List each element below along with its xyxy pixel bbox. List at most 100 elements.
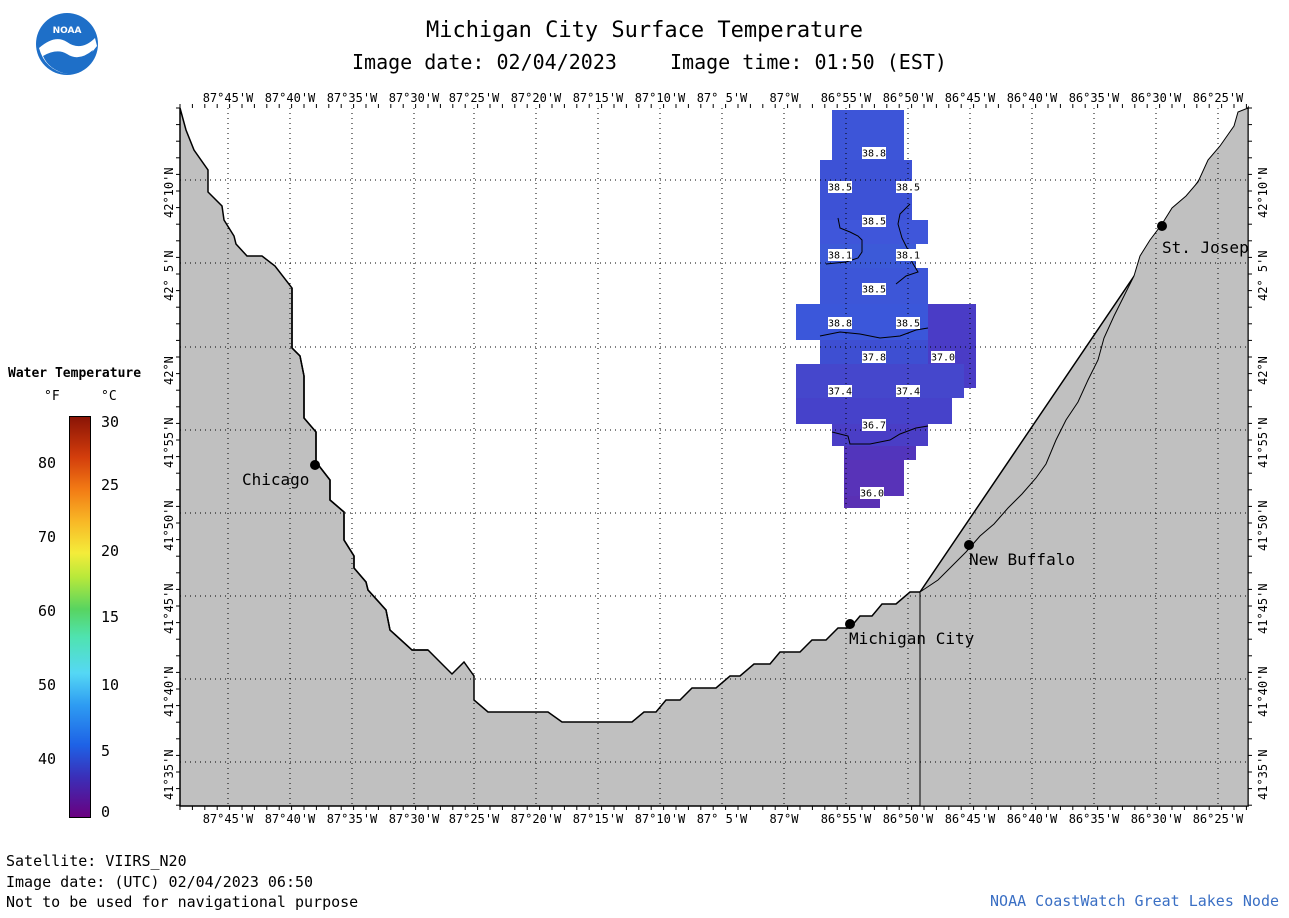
legend-f-tick: 40 [38, 750, 57, 768]
latitude-label: 42° 5'N [1256, 250, 1270, 301]
longitude-label: 87°W [769, 812, 799, 826]
city-label-st-joseph: St. Josep [1162, 238, 1249, 257]
latitude-label: 41°35'N [162, 749, 176, 800]
latitude-label: 41°50'N [1256, 500, 1270, 551]
temperature-label-box [828, 181, 852, 193]
latitude-label: 41°35'N [1256, 749, 1270, 800]
longitude-label: 87°15'W [572, 812, 624, 826]
latitude-label: 41°45'N [1256, 583, 1270, 634]
utc-image-date: Image date: (UTC) 02/04/2023 06:50 [6, 873, 314, 891]
city-label-new-buffalo: New Buffalo [969, 550, 1075, 569]
longitude-label: 87°20'W [510, 91, 562, 105]
graticule [180, 108, 1248, 806]
latitude-label: 41°55'N [162, 417, 176, 468]
city-marker-michigan-city [845, 619, 855, 629]
latitude-label: 41°40'N [1256, 666, 1270, 717]
longitude-label: 86°40'W [1006, 812, 1058, 826]
city-label-chicago: Chicago [242, 470, 310, 489]
longitude-label: 87°10'W [634, 91, 686, 105]
longitude-label: 87°25'W [448, 812, 500, 826]
latitude-label: 42°N [1256, 356, 1270, 385]
longitude-label: 87°35'W [326, 91, 378, 105]
image-date: Image date: 02/04/2023 [352, 50, 617, 74]
temperature-label: 36.7 [862, 421, 886, 432]
city-label-michigan-city: Michigan City [849, 629, 975, 648]
temperature-label-box [896, 181, 920, 193]
noaa-logo: NOAA [36, 13, 98, 75]
temperature-colorbar [69, 416, 91, 818]
longitude-label: 87°15'W [572, 91, 624, 105]
legend-c-tick: 0 [101, 803, 111, 821]
legend-c-tick: 20 [101, 542, 120, 560]
latitude-label: 41°50'N [162, 500, 176, 551]
longitude-label: 86°35'W [1068, 91, 1120, 105]
temperature-label: 38.1 [896, 251, 920, 262]
temperature-label-box [931, 351, 955, 363]
satellite-info: Satellite: VIIRS_N20 [6, 852, 187, 870]
legend-title: Water Temperature [8, 366, 142, 381]
longitude-label: 86°55'W [820, 91, 872, 105]
latitude-label: 42°10'N [162, 167, 176, 218]
legend-f-tick: 50 [38, 676, 57, 694]
temperature-label: 38.8 [862, 149, 886, 160]
temperature-label: 38.5 [896, 183, 920, 194]
temperature-label: 37.4 [828, 387, 852, 398]
temperature-label-box [860, 487, 884, 499]
longitude-label: 86°50'W [882, 812, 934, 826]
city-marker-st-joseph [1157, 221, 1167, 231]
temperature-label: 38.5 [862, 217, 886, 228]
land-east [919, 107, 1249, 807]
latitude-label: 42°10'N [1256, 167, 1270, 218]
city-marker-chicago [310, 460, 320, 470]
latitude-label: 42°N [162, 356, 176, 385]
temperature-label-box [862, 419, 886, 431]
temperature-label: 38.5 [862, 285, 886, 296]
legend-f-tick: 80 [38, 454, 57, 472]
temperature-label: 38.5 [828, 183, 852, 194]
map-title: Michigan City Surface Temperature [425, 18, 864, 43]
longitude-label: 87°25'W [448, 91, 500, 105]
longitude-label: 86°35'W [1068, 812, 1120, 826]
temperature-label-box [828, 317, 852, 329]
latitude-label: 41°40'N [162, 666, 176, 717]
temperature-label: 38.8 [828, 319, 852, 330]
temperature-value-labels: 38.8 38.5 38.5 38.5 38.1 38.1 38.5 38.8 38.5 37.8… [828, 147, 955, 500]
frame-ticks [176, 104, 1252, 810]
longitude-label: 86°25'W [1192, 91, 1244, 105]
temperature-label-box [862, 147, 886, 159]
temperature-label-box [862, 283, 886, 295]
west-shoreline [291, 288, 428, 651]
image-time: Image time: 01:50 (EST) [670, 50, 947, 74]
temperature-label: 37.8 [862, 353, 886, 364]
longitude-label: 87°20'W [510, 812, 562, 826]
unit-fahrenheit: °F [44, 389, 60, 404]
navigation-disclaimer: Not to be used for navigational purpose [6, 893, 359, 911]
noaa-credit: NOAA CoastWatch Great Lakes Node [990, 892, 1279, 910]
latitude-label: 41°45'N [162, 583, 176, 634]
longitude-label: 87°35'W [326, 812, 378, 826]
longitude-label: 87°45'W [202, 91, 254, 105]
temperature-label: 37.4 [896, 387, 920, 398]
latitude-label: 41°55'N [1256, 417, 1270, 468]
longitude-label: 86°45'W [944, 91, 996, 105]
temperature-label-box [828, 385, 852, 397]
city-marker-new-buffalo [964, 540, 974, 550]
svg-text:NOAA: NOAA [53, 26, 82, 36]
longitude-label: 86°40'W [1006, 91, 1058, 105]
latitude-label: 42° 5'N [162, 250, 176, 301]
longitude-label: 86°30'W [1130, 812, 1182, 826]
unit-celsius: °C [101, 389, 117, 404]
legend-c-tick: 5 [101, 742, 111, 760]
longitude-label: 86°25'W [1192, 812, 1244, 826]
legend-f-tick: 60 [38, 602, 57, 620]
legend-c-tick: 25 [101, 476, 120, 494]
temperature-label: 37.0 [931, 353, 955, 364]
temperature-label-box [896, 249, 920, 261]
temperature-label-box [896, 317, 920, 329]
longitude-label: 86°30'W [1130, 91, 1182, 105]
longitude-label: 86°50'W [882, 91, 934, 105]
legend-c-tick: 15 [101, 608, 120, 626]
longitude-label: 87°10'W [634, 812, 686, 826]
temperature-label: 38.5 [896, 319, 920, 330]
